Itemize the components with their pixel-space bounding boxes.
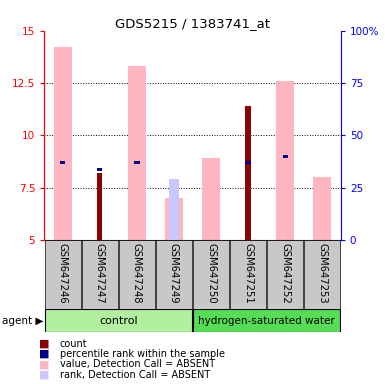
Bar xyxy=(230,240,266,309)
Bar xyxy=(202,158,220,240)
Bar xyxy=(156,240,192,309)
Text: ■: ■ xyxy=(38,339,49,349)
Text: ■: ■ xyxy=(38,370,49,380)
Bar xyxy=(60,161,65,164)
Bar xyxy=(283,155,288,158)
Bar xyxy=(246,161,251,164)
Bar xyxy=(97,168,102,172)
Text: value, Detection Call = ABSENT: value, Detection Call = ABSENT xyxy=(60,359,215,369)
Text: rank, Detection Call = ABSENT: rank, Detection Call = ABSENT xyxy=(60,370,210,380)
Text: GSM647252: GSM647252 xyxy=(280,243,290,303)
Bar xyxy=(128,66,146,240)
Bar xyxy=(134,161,139,164)
Title: GDS5215 / 1383741_at: GDS5215 / 1383741_at xyxy=(115,17,270,30)
Text: ■: ■ xyxy=(38,349,49,359)
Text: GSM647249: GSM647249 xyxy=(169,243,179,303)
Bar xyxy=(169,179,179,240)
Bar xyxy=(305,240,340,309)
Bar xyxy=(246,106,251,240)
Bar xyxy=(54,48,72,240)
Text: GSM647247: GSM647247 xyxy=(95,243,105,303)
Text: hydrogen-saturated water: hydrogen-saturated water xyxy=(198,316,335,326)
Text: GSM647250: GSM647250 xyxy=(206,243,216,303)
Bar xyxy=(119,240,155,309)
Bar xyxy=(267,240,303,309)
Bar xyxy=(193,309,340,332)
Text: ■: ■ xyxy=(38,359,49,369)
Bar xyxy=(45,309,192,332)
Text: GSM647248: GSM647248 xyxy=(132,243,142,303)
Text: GSM647246: GSM647246 xyxy=(58,243,68,303)
Text: agent ▶: agent ▶ xyxy=(2,316,43,326)
Bar xyxy=(313,177,331,240)
Text: percentile rank within the sample: percentile rank within the sample xyxy=(60,349,225,359)
Bar xyxy=(165,198,183,240)
Bar xyxy=(276,81,295,240)
Bar xyxy=(82,240,118,309)
Bar xyxy=(45,240,80,309)
Text: GSM647251: GSM647251 xyxy=(243,243,253,303)
Bar xyxy=(97,173,102,240)
Text: GSM647253: GSM647253 xyxy=(317,243,327,303)
Text: count: count xyxy=(60,339,87,349)
Bar xyxy=(193,240,229,309)
Text: control: control xyxy=(99,316,138,326)
